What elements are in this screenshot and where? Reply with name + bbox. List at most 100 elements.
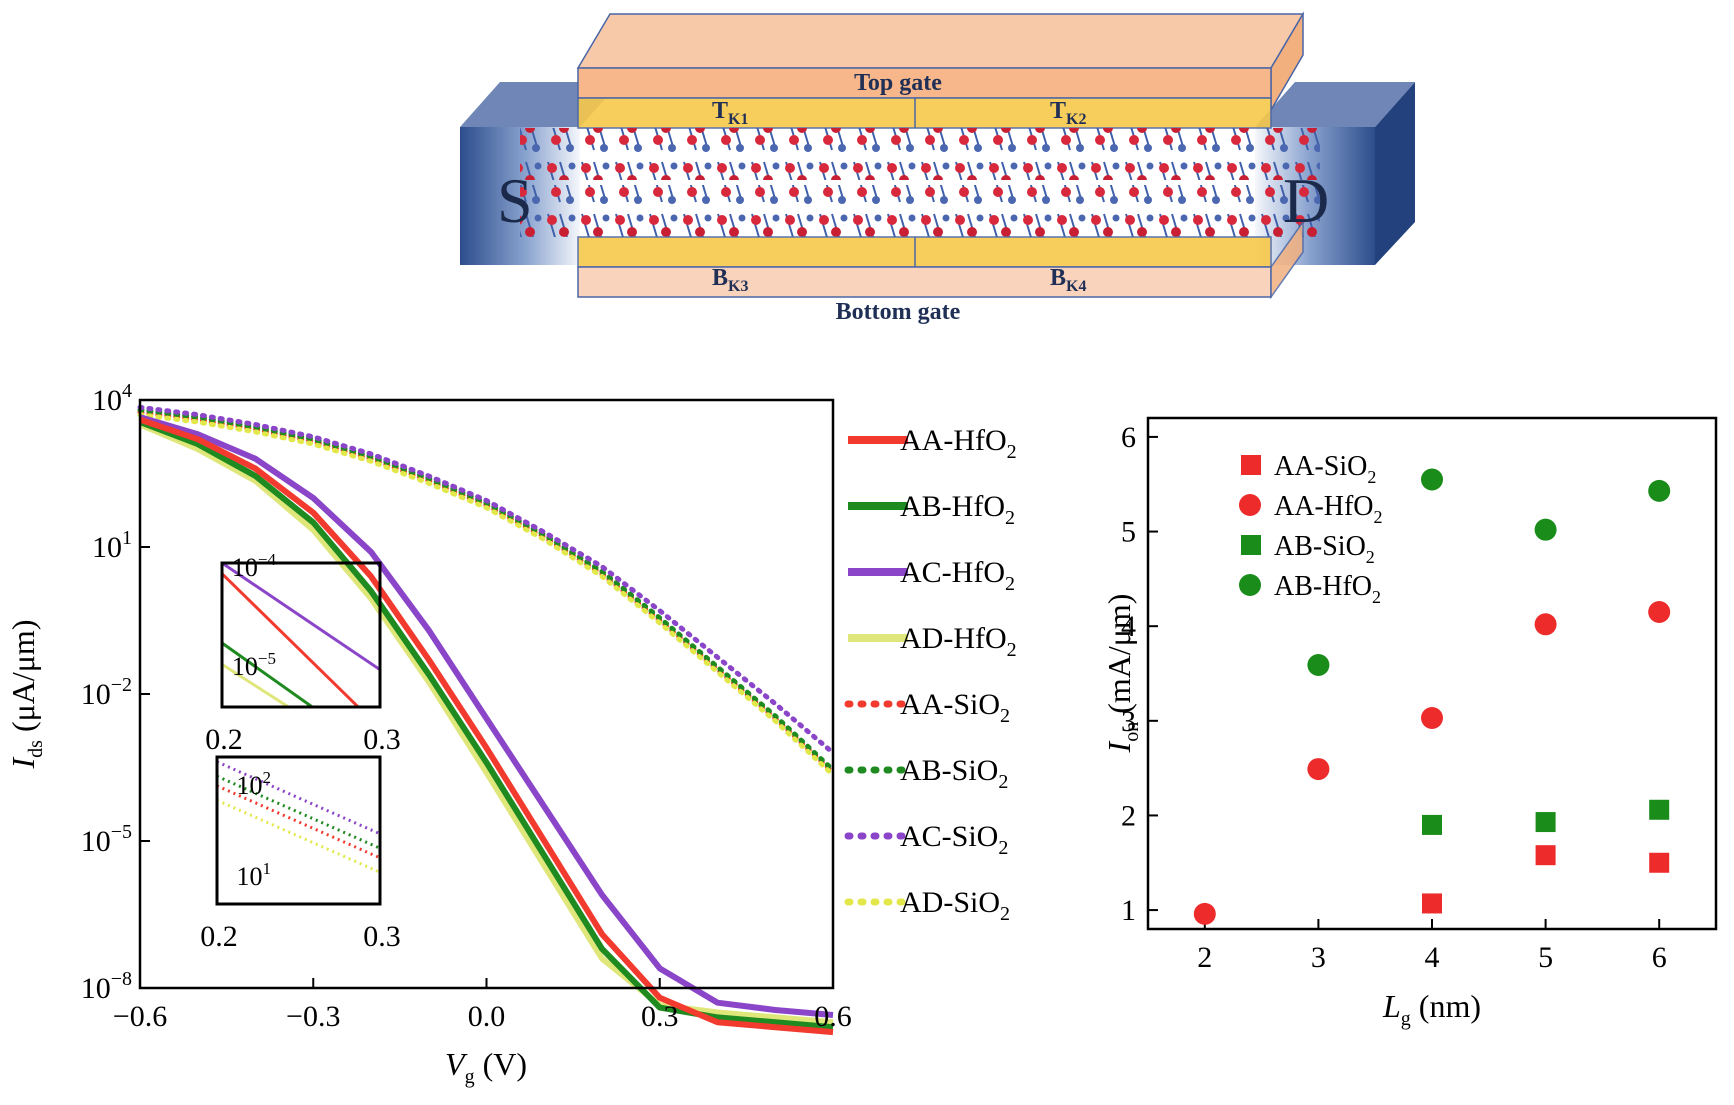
series-line-AD-HfO2 — [138, 421, 834, 1026]
inset-x-tick-label: 0.2 — [205, 723, 243, 756]
transfer-y-axis-title: Ids (μA/μm) — [5, 620, 47, 770]
legend-marker-AA-SiO2 — [1241, 455, 1261, 475]
point-AA-HfO2 — [1648, 600, 1671, 623]
top-dielectric — [577, 97, 1272, 129]
transfer-chart: −0.6 −0.3 0.0 0.3 0.6 104 101 10−2 10−5 10−8 Vg (… — [5, 380, 1017, 1088]
legend-marker-AB-SiO2 — [1241, 535, 1261, 555]
inset-line — [222, 663, 292, 707]
legend-label-AD-HfO2: AD-HfO2 — [900, 622, 1017, 661]
y-tick-label: 2 — [1121, 799, 1136, 832]
inset-line — [222, 572, 361, 707]
inset-y-tick-label: 10−5 — [232, 649, 276, 681]
ion-chart: 2 3 4 5 6 1 2 3 4 5 6 AA-SiO2 AA-HfO2 AB-SiO2 AB-HfO2… — [1101, 416, 1718, 1030]
bottom-gate-face-side — [1270, 219, 1304, 300]
y-tick-label: 3 — [1121, 705, 1136, 738]
point-AA-SiO2 — [1422, 893, 1442, 914]
legend-label-AA-SiO2: AA-SiO2 — [900, 688, 1010, 727]
bottom-dielectric — [577, 236, 1272, 268]
point-AB-HfO2 — [1421, 468, 1443, 491]
point-AB-HfO2 — [1648, 479, 1671, 502]
legend-label-AD-SiO2: AD-SiO2 — [900, 886, 1010, 925]
series-line-AD-SiO2 — [137, 412, 836, 778]
inset-x-tick-label: 0.2 — [200, 920, 238, 953]
bk3-label: BK3 — [712, 265, 748, 295]
x-tick-label: −0.3 — [286, 1000, 340, 1033]
y-tick-label: 5 — [1121, 516, 1136, 549]
inset-hfo2-frame — [220, 561, 382, 709]
inset-hfo2: 0.2 0.3 10−4 10−5 — [205, 550, 401, 756]
x-tick-label: 0.3 — [641, 1000, 679, 1033]
y-tick-label: 10−2 — [81, 674, 132, 711]
x-tick-label: 0.0 — [468, 1000, 506, 1033]
y-tick-label: 10−8 — [81, 968, 132, 1005]
x-tick-label: 4 — [1425, 941, 1440, 974]
series-line-AA-HfO2 — [139, 416, 834, 1036]
point-AA-SiO2 — [1535, 845, 1556, 866]
tk2-label: TK2 — [1050, 98, 1086, 128]
top-gate-face-top — [576, 13, 1305, 69]
point-AB-SiO2 — [1422, 814, 1442, 835]
x-tick-label: −0.6 — [113, 1000, 167, 1033]
inset-sio2-frame — [215, 755, 382, 906]
inset-hfo2-axes: 0.2 0.3 10−4 10−5 — [205, 550, 401, 756]
x-tick-label: 5 — [1538, 941, 1553, 974]
bk4-label: BK4 — [1050, 265, 1086, 295]
point-AA-HfO2 — [1193, 902, 1216, 925]
series-line-AB-HfO2 — [138, 419, 834, 1031]
legend-label-AA-HfO2: AA-HfO2 — [900, 424, 1017, 463]
legend-label-AB-SiO2: AB-SiO2 — [1274, 531, 1375, 567]
legend-label-AA-HfO2: AA-HfO2 — [1274, 491, 1383, 527]
ion-plot-frame — [1146, 416, 1718, 931]
x-tick-label: 3 — [1311, 941, 1326, 974]
source-label: S — [497, 165, 533, 236]
inset-y-tick-label: 102 — [237, 768, 272, 800]
inset-y-tick-label: 10−4 — [232, 550, 277, 582]
channel-lattice-upper — [520, 128, 1320, 180]
device-schematic: Top gate Bottom gate S D TK1 TK2 BK3 BK4 — [460, 11, 1415, 325]
bottom-gate — [577, 266, 1272, 298]
drain-label: D — [1283, 165, 1329, 236]
transfer-axes: −0.6 −0.3 0.0 0.3 0.6 104 101 10−2 10−5 10−8 — [81, 380, 852, 1033]
y-tick-label: 10−5 — [81, 821, 132, 858]
x-tick-label: 6 — [1652, 941, 1667, 974]
y-tick-label: 101 — [92, 527, 132, 564]
x-tick-label: 0.6 — [814, 1000, 852, 1033]
x-tick-label: 2 — [1197, 941, 1212, 974]
inset-y-tick-label: 101 — [237, 859, 272, 891]
legend-label-AB-HfO2: AB-HfO2 — [1274, 571, 1381, 607]
ion-axes: 2 3 4 5 6 1 2 3 4 5 6 — [1121, 421, 1667, 974]
point-AA-HfO2 — [1421, 706, 1443, 729]
point-AB-HfO2 — [1534, 518, 1557, 541]
transfer-plot-frame — [138, 398, 835, 990]
point-AB-SiO2 — [1535, 812, 1556, 833]
top-gate — [577, 67, 1272, 99]
legend-label-AB-HfO2: AB-HfO2 — [900, 490, 1015, 529]
transfer-x-axis-title: Vg (V) — [445, 1046, 527, 1088]
point-AB-HfO2 — [1307, 653, 1330, 676]
point-AA-HfO2 — [1534, 613, 1557, 636]
inset-sio2: 0.2 0.3 102 101 — [200, 755, 401, 953]
point-AB-SiO2 — [1649, 799, 1670, 820]
legend-marker-AB-HfO2 — [1239, 574, 1261, 596]
ion-points-group — [1193, 468, 1671, 925]
ion-y-axis-title: Ion (mA/μm) — [1101, 594, 1143, 754]
legend-label-AC-HfO2: AC-HfO2 — [900, 556, 1015, 595]
legend-label-AC-SiO2: AC-SiO2 — [900, 820, 1008, 859]
y-tick-label: 104 — [92, 380, 132, 417]
inset-x-tick-label: 0.3 — [363, 723, 401, 756]
ion-legend: AA-SiO2 AA-HfO2 AB-SiO2 AB-HfO2 — [1239, 451, 1383, 607]
legend-marker-AA-HfO2 — [1239, 494, 1261, 516]
transfer-legend: AA-HfO2 AB-HfO2 AC-HfO2 AD-HfO2 AA-SiO2 AB-Si… — [844, 424, 1017, 925]
drain-contact-top — [1255, 82, 1415, 127]
channel-lattice-lower — [520, 185, 1320, 237]
top-gate-label: Top gate — [854, 70, 942, 96]
drain-contact-side — [1375, 82, 1415, 265]
y-tick-label: 1 — [1121, 894, 1136, 927]
inset-sio2-axes: 0.2 0.3 102 101 — [200, 768, 401, 953]
legend-label-AA-SiO2: AA-SiO2 — [1274, 451, 1376, 487]
inset-hfo2-lines — [222, 563, 380, 707]
inset-line — [222, 563, 380, 671]
series-line-AC-SiO2 — [137, 404, 836, 756]
inset-x-tick-label: 0.3 — [363, 920, 401, 953]
